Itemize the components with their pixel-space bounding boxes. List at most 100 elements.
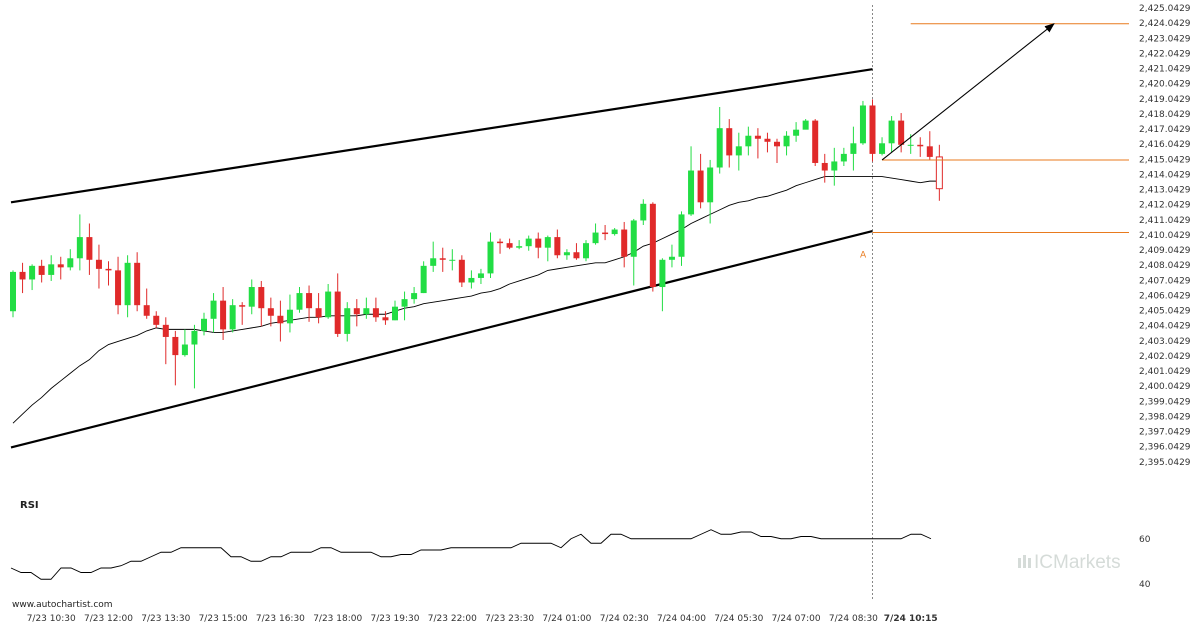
candle-body — [659, 259, 666, 288]
source-link[interactable]: www.autochartist.com — [12, 600, 113, 610]
x-tick-label: 7/24 05:30 — [714, 614, 763, 624]
candle-body — [859, 105, 866, 144]
y-tick-label: 2,422.0429 — [1139, 49, 1191, 59]
x-tick-label: 7/23 19:30 — [370, 614, 419, 624]
candle-body — [716, 128, 723, 168]
channel-lines — [10, 68, 873, 449]
candle-body — [783, 135, 790, 147]
candle-body — [697, 170, 704, 203]
candle-body — [296, 293, 303, 310]
candle-body — [86, 237, 93, 260]
candle-body — [735, 146, 742, 156]
y-tick-label: 2,404.0429 — [1139, 322, 1191, 332]
candle-body — [477, 273, 484, 278]
candle-body — [935, 156, 943, 190]
candle-body — [38, 265, 45, 275]
candle-body — [497, 241, 504, 244]
y-tick-label: 2,424.0429 — [1139, 19, 1191, 29]
y-tick-label: 2,415.0429 — [1139, 155, 1191, 165]
rsi-tick-label: 40 — [1139, 580, 1151, 590]
y-tick-label: 2,414.0429 — [1139, 170, 1191, 180]
candle-body — [124, 262, 131, 306]
candle-body — [134, 262, 141, 306]
x-tick-label: 7/23 18:00 — [313, 614, 362, 624]
candle-body — [162, 324, 169, 337]
candle-body — [353, 308, 360, 315]
candle-body — [745, 135, 752, 147]
y-tick-label: 2,425.0429 — [1139, 4, 1191, 14]
candle-body — [382, 317, 389, 321]
candle-body — [115, 270, 122, 306]
y-tick-label: 2,420.0429 — [1139, 80, 1191, 90]
x-tick-label: 7/24 10:15 — [884, 614, 938, 624]
candle-body — [688, 170, 695, 215]
candle-body — [67, 258, 74, 268]
candle-body — [668, 256, 675, 260]
y-tick-label: 2,421.0429 — [1139, 65, 1191, 75]
candle-body — [583, 243, 589, 259]
candle-body — [172, 336, 179, 356]
candle-body — [372, 308, 379, 318]
x-tick-label: 7/24 07:00 — [772, 614, 821, 624]
projection-arrow — [881, 23, 1055, 161]
y-tick-label: 2,409.0429 — [1139, 246, 1191, 256]
candle-body — [621, 229, 628, 257]
candle-body — [554, 237, 561, 256]
candle-body — [411, 293, 418, 300]
candle-body — [449, 259, 456, 261]
candle-body — [267, 308, 274, 316]
candle-body — [95, 259, 102, 269]
candle-body — [563, 252, 570, 256]
candle-body — [754, 135, 761, 139]
candle-body — [286, 309, 293, 324]
candle-body — [420, 265, 427, 294]
x-tick-label: 7/24 02:30 — [600, 614, 649, 624]
candle-body — [649, 203, 656, 288]
candle-body — [726, 128, 733, 156]
candle-body — [306, 293, 313, 309]
x-tick-label: 7/24 01:00 — [542, 614, 591, 624]
candle-body — [277, 315, 284, 324]
candle-body — [764, 138, 771, 142]
candle-body — [535, 238, 542, 248]
candle-body — [793, 129, 800, 136]
x-tick-label: 7/23 15:00 — [199, 614, 248, 624]
x-axis: 7/23 10:30 7/23 12:00 7/23 13:30 7/23 15:00… — [27, 614, 938, 624]
x-tick-label: 7/23 12:00 — [84, 614, 133, 624]
candle-body — [229, 305, 236, 330]
candle-body — [506, 243, 513, 248]
candle-body — [487, 241, 494, 274]
y-tick-label: 2,408.0429 — [1139, 261, 1191, 271]
y-tick-label: 2,418.0429 — [1139, 110, 1191, 120]
candle-body — [525, 238, 532, 247]
y-axis: 2,425.0429 2,424.0429 2,423.0429 2,422.0429… — [1139, 4, 1191, 468]
y-tick-label: 2,423.0429 — [1139, 34, 1191, 44]
rsi-panel: RSI 60 40 — [10, 500, 1151, 590]
y-tick-label: 2,398.0429 — [1139, 412, 1191, 422]
y-tick-label: 2,407.0429 — [1139, 276, 1191, 286]
y-tick-label: 2,406.0429 — [1139, 291, 1191, 301]
candle-body — [344, 308, 351, 334]
y-tick-label: 2,416.0429 — [1139, 140, 1191, 150]
candle-body — [181, 344, 188, 356]
candle-body — [392, 306, 398, 321]
candle-body — [917, 144, 924, 147]
candle-body — [926, 146, 933, 157]
y-tick-label: 2,405.0429 — [1139, 307, 1191, 317]
candle-body — [220, 300, 227, 330]
candle-body — [57, 264, 64, 268]
candle-body — [363, 308, 370, 315]
candle-body — [516, 246, 523, 248]
candle-body — [210, 300, 217, 319]
candle-body — [802, 120, 809, 130]
candle-body — [678, 214, 685, 257]
candle-body — [544, 237, 551, 248]
candle-body — [468, 277, 475, 283]
candle-body — [325, 291, 332, 318]
candle-body — [439, 258, 446, 260]
candle-body — [869, 105, 876, 154]
y-tick-label: 2,419.0429 — [1139, 95, 1191, 105]
candle-body — [315, 308, 322, 318]
candle-body — [153, 315, 160, 325]
levels: A — [860, 23, 1129, 261]
